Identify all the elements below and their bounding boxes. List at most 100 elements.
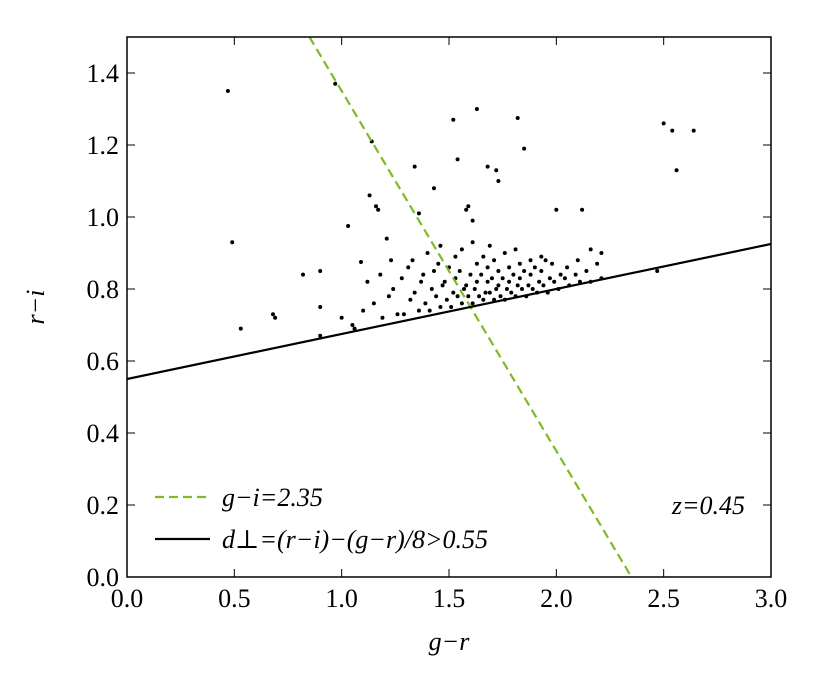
scatter-point — [436, 261, 441, 266]
scatter-point — [479, 272, 484, 277]
scatter-point — [558, 272, 563, 277]
scatter-point — [440, 283, 445, 288]
scatter-point — [462, 287, 467, 291]
scatter-point — [474, 261, 479, 266]
scatter-point — [554, 207, 559, 212]
y-tick-label: 0.6 — [87, 347, 120, 376]
scatter-point — [449, 305, 454, 309]
y-tick-label: 1.2 — [87, 131, 120, 160]
scatter-point — [588, 247, 593, 252]
scatter-point — [507, 265, 512, 270]
scatter-point — [434, 294, 439, 299]
scatter-point — [416, 308, 421, 313]
scatter-point — [496, 269, 501, 273]
scatter-point — [474, 279, 479, 284]
x-tick-label: 2.5 — [647, 584, 680, 613]
scatter-point — [532, 265, 537, 270]
scatter-point — [466, 204, 471, 209]
scatter-point — [502, 251, 507, 255]
scatter-point — [481, 254, 486, 259]
scatter-point — [406, 265, 411, 270]
scatter-point — [522, 269, 527, 273]
x-tick-label: 1.0 — [325, 584, 358, 613]
scatter-point — [477, 294, 482, 299]
legend-label: g−i=2.35 — [222, 483, 323, 512]
scatter-point — [575, 258, 580, 263]
scatter-point — [378, 272, 383, 277]
scatter-point — [474, 107, 479, 111]
scatter-point — [333, 81, 338, 86]
scatter-point — [431, 186, 436, 191]
scatter-point — [270, 312, 275, 317]
scatter-point — [528, 272, 533, 277]
scatter-point — [517, 261, 522, 266]
scatter-point — [470, 240, 475, 245]
scatter-point — [500, 276, 505, 281]
scatter-point — [346, 224, 351, 228]
scatter-point — [389, 258, 394, 263]
scatter-point — [410, 258, 415, 263]
scatter-point — [451, 117, 456, 122]
scatter-point — [301, 272, 306, 277]
scatter-point — [395, 312, 400, 317]
scatter-point — [670, 128, 675, 133]
scatter-point — [483, 290, 488, 295]
scatter-point — [537, 279, 542, 284]
x-tick-label: 0.5 — [218, 584, 251, 613]
scatter-point — [470, 301, 475, 306]
scatter-point — [431, 269, 436, 273]
scatter-point — [515, 283, 520, 288]
line — [127, 242, 771, 381]
scatter-point — [492, 258, 497, 263]
scatter-point — [496, 283, 501, 288]
y-axis-label: r−i — [21, 290, 50, 325]
scatter-point — [674, 168, 679, 173]
scatter-point — [273, 315, 278, 320]
scatter-point — [494, 168, 499, 173]
scatter-point — [530, 287, 535, 291]
scatter-point — [429, 287, 434, 291]
scatter-point — [584, 269, 589, 273]
scatter-point — [374, 204, 379, 209]
scatter-point — [464, 283, 469, 288]
scatter-point — [599, 251, 604, 255]
scatter-point — [468, 272, 473, 277]
scatter-point — [318, 333, 323, 338]
scatter-point — [455, 157, 460, 162]
scatter-point — [358, 260, 363, 264]
x-tick-label: 0.0 — [111, 584, 144, 613]
scatter-point — [539, 254, 544, 259]
scatter-point — [485, 265, 490, 270]
scatter-point — [466, 294, 471, 299]
scatter-point — [457, 269, 462, 273]
scatter-point — [386, 294, 391, 299]
scatter-point — [528, 258, 533, 263]
scatter-point — [442, 279, 447, 284]
scatter-point — [515, 116, 520, 120]
scatter-point — [444, 297, 449, 302]
scatter-point — [412, 164, 417, 169]
scatter-point — [391, 287, 396, 291]
y-tick-label: 0.2 — [87, 491, 120, 520]
scatter-point — [580, 207, 585, 212]
scatter-point — [487, 290, 492, 295]
scatter-point — [547, 276, 552, 281]
scatter-point — [487, 243, 492, 248]
scatter-point — [421, 272, 426, 277]
y-tick-label: 1.4 — [87, 59, 120, 88]
scatter-point — [498, 294, 503, 299]
legend-label: d⊥=(r−i)−(g−r)/8>0.55 — [222, 525, 488, 554]
scatter-point — [494, 287, 499, 291]
scatter-point — [541, 283, 546, 288]
scatter-point — [552, 279, 557, 284]
scatter-point — [225, 89, 230, 93]
x-axis-label: g−r — [429, 627, 471, 656]
scatter-point — [438, 305, 443, 309]
scatter-point — [423, 301, 428, 306]
scatter-point — [489, 276, 494, 281]
scatter-point — [453, 254, 458, 259]
scatter-point — [595, 261, 600, 266]
scatter-point — [318, 269, 323, 273]
scatter-point — [459, 301, 464, 306]
